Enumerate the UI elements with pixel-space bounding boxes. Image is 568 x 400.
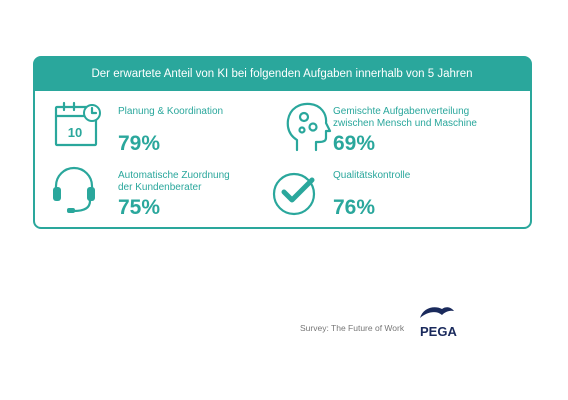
item-value: 69% [333, 132, 375, 155]
item-label: Gemischte Aufgabenverteilung [333, 106, 469, 117]
item-label: Qualitätskontrolle [333, 170, 411, 181]
source: Survey: The Future of Work [300, 323, 405, 333]
check-icon [272, 172, 316, 216]
item-value: 76% [333, 196, 375, 219]
item-label: zwischen Mensch und Maschine [333, 118, 477, 129]
calendar-icon: 10 [54, 101, 101, 147]
title: Der erwartete Anteil von KI bei folgende… [91, 68, 472, 80]
item-value: 75% [118, 196, 160, 219]
item-label: Automatische Zuordnung [118, 170, 230, 181]
headset-icon [53, 166, 95, 213]
item-label: der Kundenberater [118, 182, 202, 193]
head-icon [286, 102, 332, 152]
item-value: 79% [118, 132, 160, 155]
logo: PEGA [420, 307, 457, 339]
calendar-number: 10 [68, 125, 82, 140]
logo-text: PEGA [420, 324, 457, 339]
item-label: Planung & Koordination [118, 106, 223, 117]
card-header [34, 57, 531, 91]
